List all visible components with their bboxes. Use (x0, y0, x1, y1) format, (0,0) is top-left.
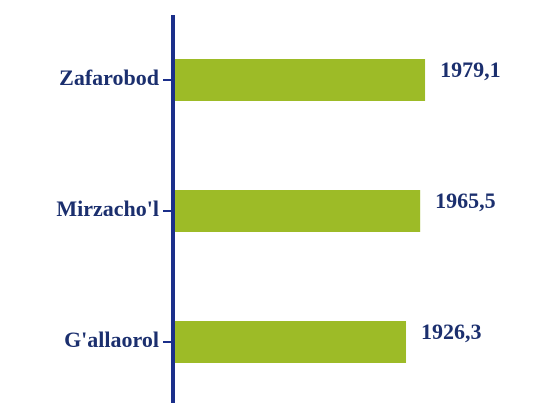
bar (173, 321, 407, 363)
value-label: 1926,3 (421, 319, 482, 344)
category-label: Mirzacho'l (56, 196, 159, 221)
value-label: 1965,5 (435, 188, 496, 213)
value-label: 1979,1 (440, 57, 501, 82)
category-label: Zafarobod (59, 65, 159, 90)
bar (173, 190, 421, 232)
category-label: G'allaorol (64, 327, 159, 352)
bar (173, 59, 426, 101)
